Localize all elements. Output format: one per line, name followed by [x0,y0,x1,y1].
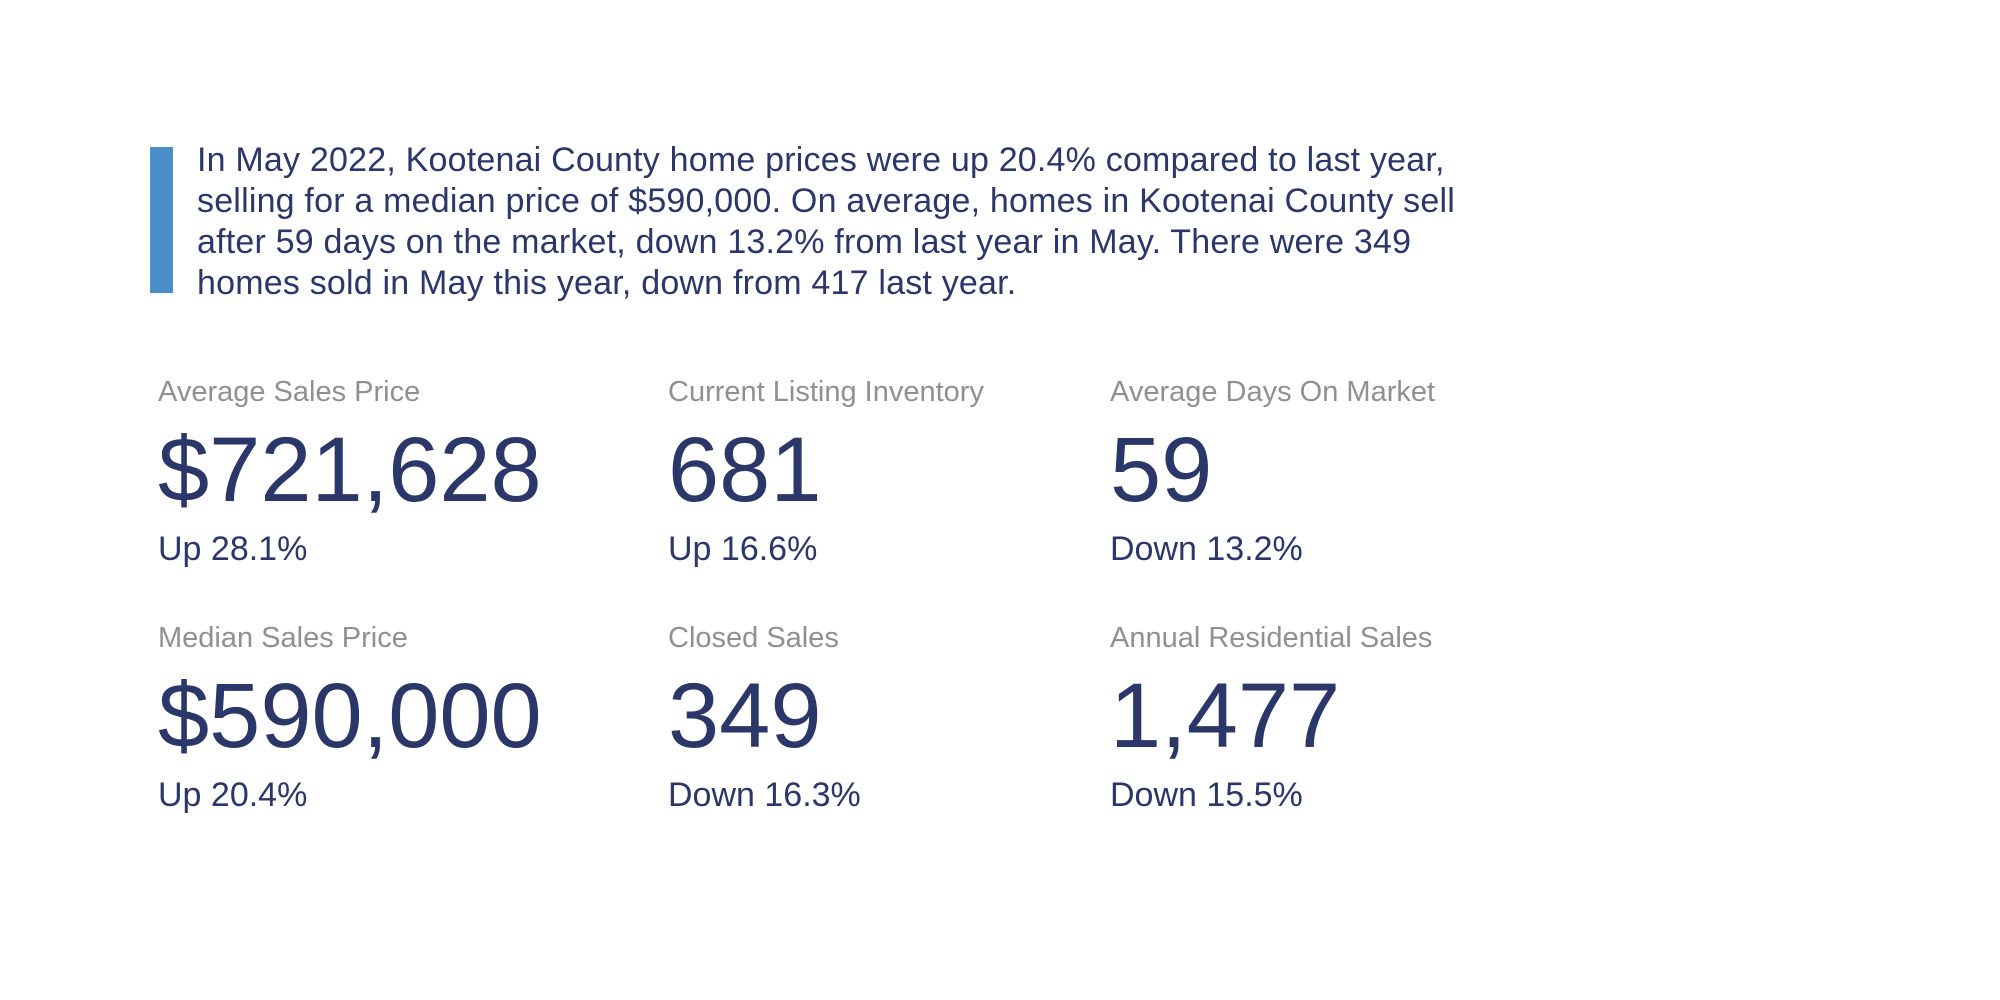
stat-value: 59 [1110,418,1213,521]
summary-line: In May 2022, Kootenai County home prices… [197,141,1445,179]
stat-value: $590,000 [158,664,542,767]
stat-value: $721,628 [158,418,542,521]
stat-value: 349 [668,664,822,767]
summary-line: homes sold in May this year, down from 4… [197,264,1017,302]
stat-change: Up 20.4% [158,775,308,814]
stat-change: Down 13.2% [1110,529,1303,568]
stat-label: Median Sales Price [158,622,408,654]
stat-value: 1,477 [1110,664,1341,767]
summary-line: after 59 days on the market, down 13.2% … [197,223,1412,261]
stat-change: Down 16.3% [668,775,861,814]
stat-change: Down 15.5% [1110,775,1303,814]
stat-value: 681 [668,418,822,521]
stat-card-closed-sales: Closed Sales 349 Down 16.3% [668,621,1110,816]
stats-row-2: Median Sales Price $590,000 Up 20.4% Clo… [158,621,1670,816]
stat-card-average-days-on-market: Average Days On Market 59 Down 13.2% [1110,375,1670,570]
stat-label: Annual Residential Sales [1110,622,1433,654]
stat-label: Current Listing Inventory [668,376,984,408]
stat-card-average-sales-price: Average Sales Price $721,628 Up 28.1% [158,375,668,570]
stat-card-current-listing-inventory: Current Listing Inventory 681 Up 16.6% [668,375,1110,570]
summary-line: selling for a median price of $590,000. … [197,182,1455,220]
stat-label: Closed Sales [668,622,839,654]
quote-accent-bar [150,147,173,293]
stats-row-1: Average Sales Price $721,628 Up 28.1% Cu… [158,375,1670,570]
stat-change: Up 28.1% [158,529,308,568]
stat-label: Average Sales Price [158,376,421,408]
stat-card-annual-residential-sales: Annual Residential Sales 1,477 Down 15.5… [1110,621,1670,816]
stat-change: Up 16.6% [668,529,818,568]
summary-paragraph: In May 2022, Kootenai County home prices… [197,140,1455,304]
stat-label: Average Days On Market [1110,376,1436,408]
stat-card-median-sales-price: Median Sales Price $590,000 Up 20.4% [158,621,668,816]
